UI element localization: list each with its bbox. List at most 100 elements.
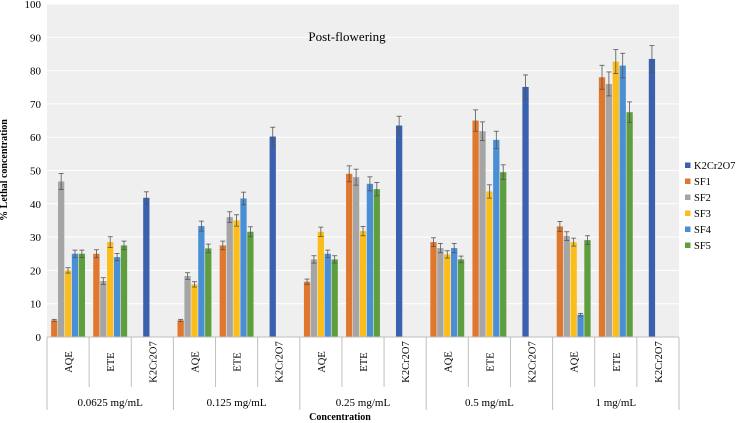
x-subcategory-label: ETE — [485, 352, 496, 371]
bar-sf2 — [437, 248, 444, 337]
bar-sf3 — [612, 61, 619, 337]
bar-sf2 — [479, 131, 486, 337]
x-subcategory-label: AQE — [443, 351, 454, 373]
bar-sf2 — [58, 181, 65, 337]
bar-sf1 — [93, 253, 100, 337]
y-tick-label: 60 — [30, 132, 42, 144]
legend-label: SF4 — [694, 225, 712, 236]
x-group-label: 0.125 mg/mL — [207, 397, 267, 409]
bar-sf2 — [226, 217, 233, 337]
bar-sf4 — [366, 183, 374, 337]
bar-sf5 — [205, 248, 212, 337]
chart-title: Post-flowering — [308, 29, 386, 44]
y-tick-label: 70 — [30, 99, 42, 111]
y-axis-title: % Lethal concentration — [0, 119, 10, 221]
bar-sf4 — [324, 253, 331, 337]
x-subcategory-label: K2Cr2O7 — [148, 341, 159, 382]
legend-label: SF1 — [694, 177, 711, 188]
bar-sf1 — [219, 245, 226, 337]
y-axis-ticks: 0 10 20 30 40 50 60 70 80 90 100 — [25, 0, 42, 344]
legend-swatch — [685, 178, 691, 184]
y-tick-label: 100 — [25, 0, 42, 11]
bars — [51, 58, 656, 338]
legend-swatch — [685, 194, 691, 200]
bar-sf1 — [346, 173, 353, 337]
bar-sf5 — [584, 240, 591, 337]
bar-sf2 — [605, 83, 613, 337]
x-axis: AQE ETE K2Cr2O7 0.0625 mg/mL AQE ETE K2Cr2O7 0.… — [46, 336, 680, 410]
x-subcategory-label: AQE — [317, 351, 328, 373]
bar-sf1 — [598, 77, 606, 337]
x-group-label: 1 mg/mL — [595, 397, 636, 409]
bar-sf1 — [556, 226, 564, 337]
bar-sf4 — [619, 65, 626, 337]
bar-sf5 — [626, 112, 633, 337]
legend-label: SF3 — [694, 209, 711, 220]
bar-sf5 — [457, 259, 465, 337]
x-group-label: 0.0625 mg/mL — [78, 397, 144, 409]
x-subcategory-label: AQE — [64, 351, 75, 373]
legend-label: SF2 — [694, 193, 711, 204]
y-tick-label: 10 — [30, 299, 42, 311]
bar-sf4 — [113, 257, 121, 337]
bar-sf2 — [310, 259, 318, 337]
bar-sf5 — [500, 172, 507, 337]
x-subcategory-label: ETE — [233, 352, 244, 371]
y-tick-label: 0 — [36, 332, 42, 344]
bar-sf1 — [51, 320, 58, 337]
error-bars — [51, 45, 655, 322]
bar-sf3 — [107, 242, 114, 337]
bar-sf1 — [430, 242, 437, 337]
bar-sf3 — [64, 270, 72, 337]
x-subcategory-label: K2Cr2O7 — [275, 341, 286, 382]
bar-sf5 — [78, 253, 86, 337]
y-tick-label: 40 — [30, 199, 42, 211]
y-tick-label: 50 — [30, 166, 42, 178]
bar-sf5 — [120, 245, 128, 337]
legend-swatch — [685, 210, 691, 216]
bar-sf3 — [444, 254, 451, 337]
bar-sf1 — [177, 320, 184, 337]
legend-swatch — [685, 242, 691, 248]
x-subcategory-label: ETE — [106, 352, 117, 371]
bar-sf4 — [493, 139, 500, 337]
x-subcategory-label: AQE — [570, 351, 581, 373]
x-group-label: 0.25 mg/mL — [336, 397, 391, 409]
x-subcategory-label: K2Cr2O7 — [654, 341, 665, 382]
bar-k2cr2o7 — [269, 136, 276, 337]
bar-k2cr2o7 — [395, 125, 403, 337]
bar-sf3 — [359, 231, 367, 337]
x-subcategory-label: AQE — [190, 351, 201, 373]
bar-sf4 — [577, 314, 584, 337]
bar-sf3 — [191, 284, 198, 337]
y-tick-label: 80 — [30, 66, 42, 78]
legend-swatch — [685, 226, 691, 232]
x-axis-title: Concentration — [309, 412, 371, 423]
bar-sf5 — [331, 259, 338, 337]
bar-sf5 — [247, 231, 254, 337]
bar-sf3 — [486, 191, 493, 337]
x-subcategory-label: K2Cr2O7 — [401, 341, 412, 382]
x-subcategory-label: ETE — [612, 352, 623, 371]
legend-label: K2Cr2O7 — [694, 161, 735, 172]
bar-sf2 — [184, 276, 191, 337]
x-subcategory-label: ETE — [359, 352, 370, 371]
bar-sf3 — [570, 242, 577, 337]
bar-sf4 — [240, 198, 247, 337]
bar-sf3 — [233, 220, 240, 337]
bar-k2cr2o7 — [522, 86, 529, 338]
bar-k2cr2o7 — [648, 58, 656, 337]
bar-sf2 — [352, 177, 360, 337]
bar-sf2 — [563, 236, 570, 337]
bar-k2cr2o7 — [143, 197, 150, 337]
bar-sf1 — [303, 281, 311, 337]
x-group-label: 0.5 mg/mL — [465, 397, 514, 409]
bar-sf1 — [472, 120, 479, 337]
y-tick-label: 90 — [30, 32, 42, 44]
legend-label: SF5 — [694, 241, 711, 252]
legend-swatch — [685, 162, 691, 168]
bar-sf2 — [100, 281, 107, 337]
bar-sf4 — [198, 226, 205, 337]
x-subcategory-label: K2Cr2O7 — [528, 341, 539, 382]
